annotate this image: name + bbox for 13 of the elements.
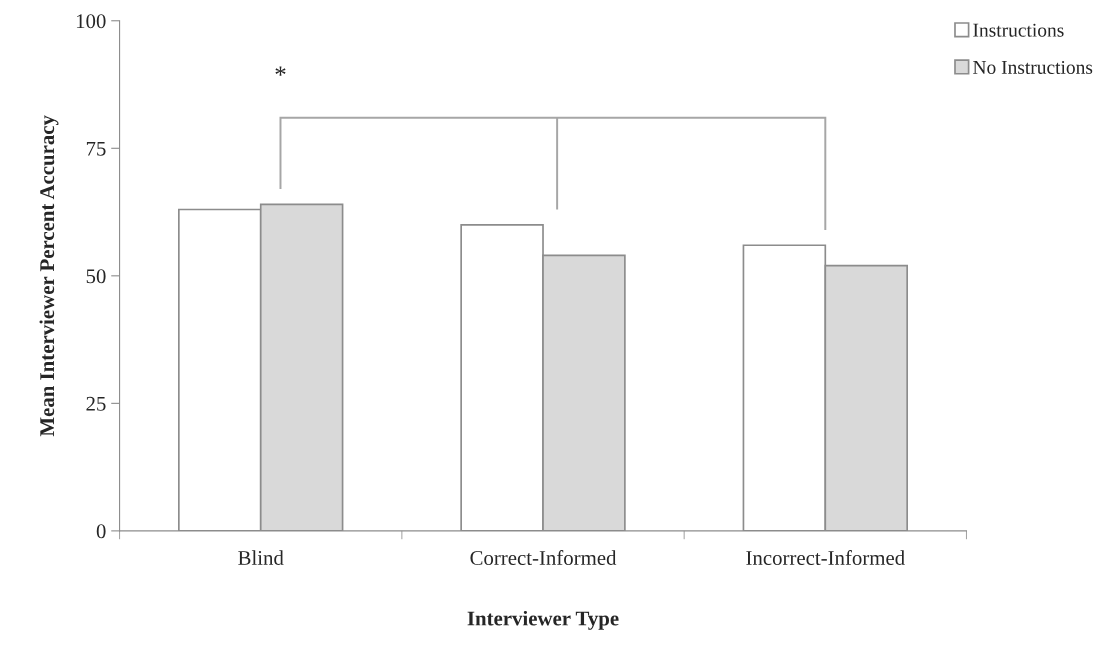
- x-tick-label: Incorrect-Informed: [746, 550, 905, 565]
- x-tick-label: Correct-Informed: [470, 550, 617, 565]
- x-axis-title: Interviewer Type: [467, 610, 619, 630]
- y-tick-label: 75: [86, 141, 106, 156]
- y-tick-label: 50: [86, 269, 106, 284]
- y-tick-label: 0: [96, 524, 106, 539]
- annotation: *: [275, 66, 286, 76]
- legend-label: No Instructions: [973, 60, 1093, 74]
- legend-label: Instructions: [973, 23, 1064, 37]
- y-tick-label: 100: [76, 14, 106, 29]
- y-tick-label: 25: [86, 396, 106, 411]
- x-tick-label: Blind: [238, 550, 284, 565]
- y-axis-title: Mean Interviewer Percent Accuracy: [39, 115, 59, 437]
